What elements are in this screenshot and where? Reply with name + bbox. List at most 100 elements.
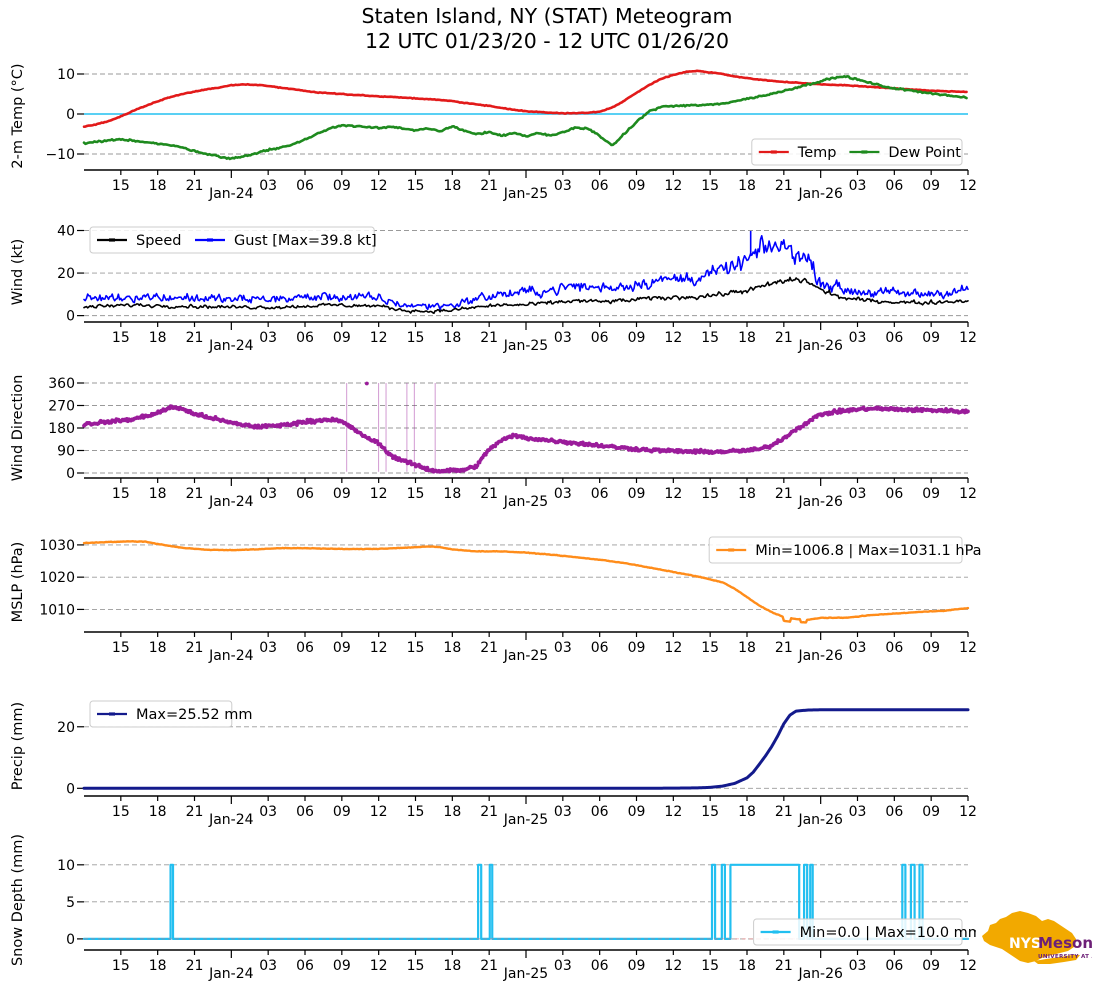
x-tick-label: 09 — [628, 640, 646, 656]
series-dew-point — [82, 75, 968, 161]
x-tick-label: 18 — [149, 486, 167, 502]
x-tick-label: 15 — [407, 640, 425, 656]
x-tick-label: 09 — [922, 178, 940, 194]
x-tick-label: 06 — [296, 330, 314, 346]
y-tick-label: 270 — [48, 399, 75, 415]
x-day-label: Jan-25 — [503, 812, 548, 828]
x-tick-label: 03 — [259, 640, 277, 656]
x-tick-label: 12 — [370, 178, 388, 194]
logo-mesonet-text: Mesonet — [1038, 934, 1092, 952]
series-precip — [82, 708, 970, 790]
x-tick-label: 09 — [333, 486, 351, 502]
x-tick-label: 15 — [112, 486, 130, 502]
x-tick-label: 18 — [738, 486, 756, 502]
logo-nys-text: NYS — [1009, 936, 1041, 952]
x-tick-label: 21 — [775, 640, 793, 656]
x-tick-label: 03 — [554, 178, 572, 194]
x-tick-label: 18 — [443, 178, 461, 194]
y-axis-label: MSLP (hPa) — [10, 542, 26, 623]
x-tick-label: 21 — [775, 178, 793, 194]
y-tick-label: 5 — [66, 895, 75, 911]
legend-box — [89, 700, 233, 728]
y-tick-label: 20 — [57, 720, 75, 736]
x-tick-label: 06 — [591, 804, 609, 820]
y-tick-label: 10 — [57, 67, 75, 83]
x-tick-label: 09 — [628, 486, 646, 502]
legend: Min=1006.8 | Max=1031.1 hPa — [708, 536, 982, 564]
x-tick-label: 18 — [738, 958, 756, 974]
x-tick-label: 15 — [112, 958, 130, 974]
panel-precip: 0 20 15 18 21 03 06 09 12 15 18 21 03 06 09 12 15 18 21 03 0… — [10, 700, 977, 828]
x-tick-label: 06 — [591, 486, 609, 502]
x-tick-label: 21 — [186, 640, 204, 656]
x-day-label: Jan-25 — [503, 966, 548, 982]
x-tick-label: 18 — [149, 330, 167, 346]
x-tick-label: 12 — [959, 330, 977, 346]
chart-title: Staten Island, NY (STAT) Meteogram 12 UT… — [0, 4, 1094, 54]
x-tick-label: 03 — [849, 640, 867, 656]
legend-box — [753, 918, 963, 946]
y-tick-label: 0 — [66, 781, 75, 797]
x-tick-label: 03 — [554, 804, 572, 820]
y-axis-label: Snow Depth (mm) — [10, 834, 26, 966]
x-tick-label: 21 — [775, 330, 793, 346]
x-tick-label: 21 — [775, 804, 793, 820]
x-tick-label: 15 — [112, 178, 130, 194]
x-tick-label: 21 — [480, 640, 498, 656]
x-tick-label: 15 — [112, 640, 130, 656]
x-tick-label: 09 — [922, 958, 940, 974]
x-tick-label: 09 — [333, 958, 351, 974]
logo-svg: NYS Mesonet UNIVERSITY AT ALBANY — [976, 903, 1092, 975]
long-island-shape — [1034, 955, 1080, 964]
x-tick-label: 06 — [296, 486, 314, 502]
y-axis-label: Wind (kt) — [10, 239, 26, 305]
wind-direction-point — [375, 439, 380, 443]
x-tick-label: 09 — [922, 330, 940, 346]
y-tick-label: 1020 — [39, 570, 75, 586]
x-tick-label: 09 — [922, 486, 940, 502]
x-tick-label: 06 — [885, 804, 903, 820]
x-tick-label: 12 — [370, 804, 388, 820]
x-tick-label: 09 — [333, 178, 351, 194]
x-tick-label: 03 — [849, 958, 867, 974]
title-line-1: Staten Island, NY (STAT) Meteogram — [361, 4, 733, 28]
x-tick-label: 12 — [370, 330, 388, 346]
x-tick-label: 21 — [186, 178, 204, 194]
x-tick-label: 15 — [112, 330, 130, 346]
y-tick-label: 1010 — [39, 602, 75, 618]
legend: Temp Dew Point — [751, 138, 963, 166]
x-tick-label: 03 — [259, 804, 277, 820]
legend-box — [708, 536, 963, 564]
x-tick-label: 21 — [186, 330, 204, 346]
legend: Max=25.52 mm — [89, 700, 253, 728]
x-tick-label: 03 — [849, 486, 867, 502]
x-day-label: Jan-24 — [208, 494, 254, 510]
legend-label: Min=1006.8 | Max=1031.1 hPa — [755, 543, 981, 559]
y-tick-label: 20 — [57, 266, 75, 282]
x-day-label: Jan-26 — [797, 648, 843, 664]
x-tick-label: 15 — [701, 486, 719, 502]
legend: Min=0.0 | Max=10.0 mm — [753, 918, 982, 946]
x-tick-label: 15 — [407, 486, 425, 502]
x-tick-label: 15 — [701, 804, 719, 820]
x-tick-label: 21 — [775, 486, 793, 502]
x-day-label: Jan-24 — [208, 812, 254, 828]
x-tick-label: 06 — [296, 804, 314, 820]
x-tick-label: 18 — [149, 804, 167, 820]
x-tick-label: 06 — [591, 958, 609, 974]
y-tick-label: 0 — [66, 309, 75, 325]
panel-wind: 0 20 40 15 18 21 03 06 09 12 15 18 21 03 06 09 12 15 18 21 0… — [10, 224, 977, 354]
x-tick-label: 03 — [849, 804, 867, 820]
x-day-label: Jan-26 — [797, 186, 843, 202]
x-day-label: Jan-26 — [797, 494, 843, 510]
wind-direction-point — [295, 423, 299, 428]
x-tick-label: 06 — [296, 640, 314, 656]
x-tick-label: 18 — [443, 958, 461, 974]
x-tick-label: 09 — [628, 178, 646, 194]
wind-direction-point — [966, 409, 970, 414]
legend-label: Max=25.52 mm — [136, 707, 253, 723]
x-tick-label: 21 — [186, 958, 204, 974]
x-tick-label: 09 — [333, 804, 351, 820]
y-tick-label: 90 — [57, 444, 75, 460]
